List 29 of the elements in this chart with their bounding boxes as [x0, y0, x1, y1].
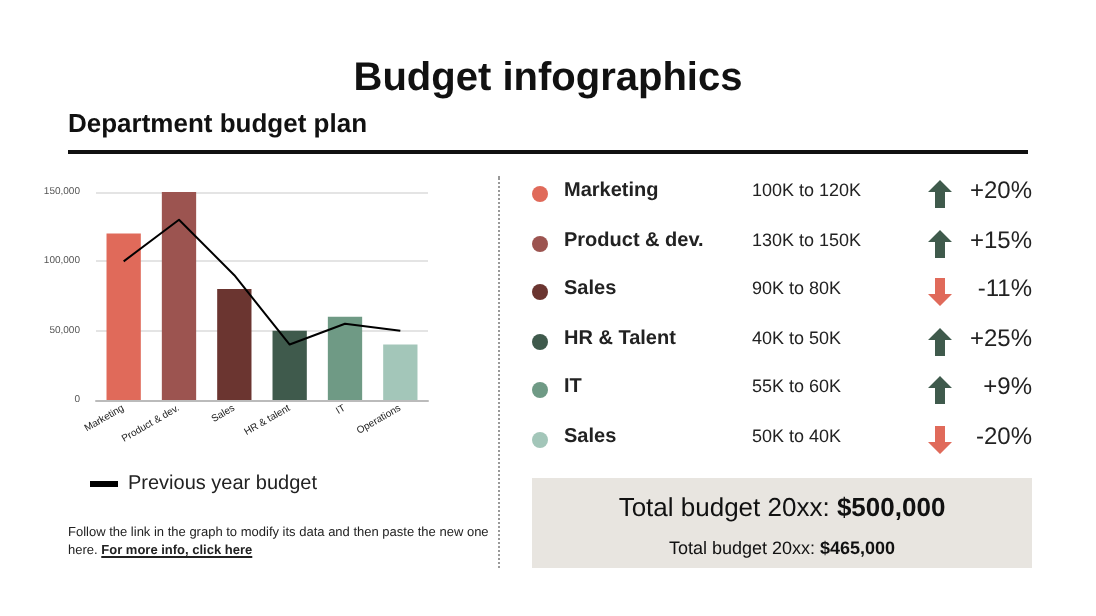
text: 100K to 120K [752, 180, 862, 200]
text: 55K to 60K [752, 376, 842, 397]
bar [383, 344, 418, 400]
data-label: +9% [983, 372, 1032, 401]
data-label: +15% [969, 225, 1032, 254]
text: Total budget 20xx: $500,000 [618, 492, 946, 522]
text: 90K to 80K [752, 278, 842, 299]
text: 50K to 40K [752, 426, 842, 446]
category-label: Product & dev. [564, 229, 704, 252]
bar [272, 330, 307, 400]
text: Budget infographics [351, 56, 745, 102]
data-label: -20% [975, 422, 1032, 450]
category-label: HR & Talent [564, 327, 676, 350]
bar [106, 233, 141, 400]
data-label: +25% [969, 323, 1032, 352]
chart-subtitle: Department budget plan [68, 108, 368, 138]
bar [161, 192, 197, 400]
line-series [122, 218, 402, 346]
data-label: +20% [969, 176, 1032, 204]
text: 130K to 150K [752, 229, 862, 250]
category-label: Marketing [564, 180, 659, 202]
data-label: -11% [977, 274, 1032, 303]
text: 40K to 50K [752, 327, 842, 348]
text: Total budget 20xx: $465,000 [668, 538, 896, 558]
category-label: Sales [564, 278, 617, 301]
bar [217, 289, 252, 400]
bar [327, 316, 363, 400]
legend-label: Previous year budget [128, 473, 318, 495]
category-label: IT [564, 376, 582, 399]
